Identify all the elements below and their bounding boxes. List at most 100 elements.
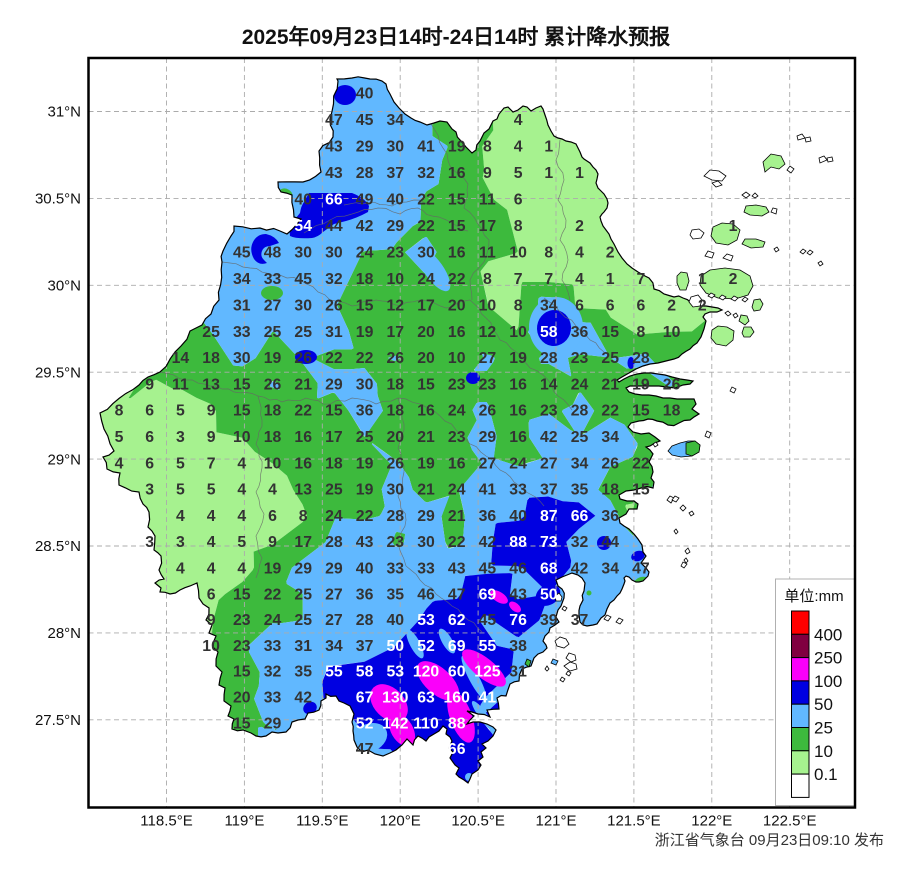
svg-text:26: 26 [479,403,497,420]
svg-text:15: 15 [233,403,251,420]
svg-text:34: 34 [601,561,619,578]
svg-text:30: 30 [356,376,374,393]
svg-text:27: 27 [479,455,497,472]
svg-text:17: 17 [417,298,435,315]
svg-text:67: 67 [356,690,374,707]
svg-text:8: 8 [637,324,646,341]
svg-text:46: 46 [509,561,527,578]
svg-text:22: 22 [294,403,312,420]
svg-text:50: 50 [540,586,558,603]
svg-text:4: 4 [575,245,584,262]
svg-text:25: 25 [202,324,220,341]
svg-text:13: 13 [294,482,312,499]
svg-text:13: 13 [202,376,220,393]
svg-text:1: 1 [606,271,615,288]
svg-text:17: 17 [294,534,312,551]
svg-text:69: 69 [448,638,466,655]
svg-text:44: 44 [601,534,619,551]
svg-text:22: 22 [632,455,650,472]
svg-text:62: 62 [448,612,466,629]
svg-text:100: 100 [814,672,842,691]
svg-text:33: 33 [387,561,405,578]
svg-text:16: 16 [448,455,466,472]
svg-text:44: 44 [325,218,343,235]
svg-text:31: 31 [233,298,251,315]
svg-text:4: 4 [115,455,124,472]
svg-text:18: 18 [387,403,405,420]
svg-text:9: 9 [207,403,216,420]
svg-text:18: 18 [387,376,405,393]
svg-text:3: 3 [145,482,154,499]
svg-text:22: 22 [356,508,374,525]
svg-text:23: 23 [387,245,405,262]
svg-text:28: 28 [571,403,589,420]
svg-text:11: 11 [479,192,496,209]
svg-text:35: 35 [387,586,405,603]
svg-text:27.5°N: 27.5°N [35,712,81,729]
svg-text:24: 24 [509,455,527,472]
svg-text:5: 5 [207,482,216,499]
svg-text:12: 12 [479,324,497,341]
svg-text:23: 23 [571,350,589,367]
svg-text:26: 26 [264,376,282,393]
svg-text:40: 40 [387,192,405,209]
svg-text:6: 6 [145,455,154,472]
svg-text:39: 39 [540,612,558,629]
svg-text:9: 9 [483,165,492,182]
svg-text:6: 6 [514,192,523,209]
svg-text:28: 28 [632,350,650,367]
svg-text:28°N: 28°N [47,625,81,642]
svg-text:42: 42 [294,690,312,707]
svg-text:16: 16 [509,429,527,446]
svg-text:18: 18 [356,271,374,288]
svg-text:55: 55 [325,664,343,681]
svg-text:118.5°E: 118.5°E [140,813,192,830]
svg-text:29: 29 [325,376,343,393]
svg-text:28.5°N: 28.5°N [35,538,81,555]
svg-text:19: 19 [509,350,527,367]
svg-text:120.5°E: 120.5°E [451,813,505,830]
svg-text:15: 15 [233,376,251,393]
svg-text:5: 5 [176,455,185,472]
svg-text:47: 47 [356,741,374,758]
svg-text:8: 8 [483,139,492,156]
svg-text:19: 19 [356,324,374,341]
svg-text:25: 25 [294,612,312,629]
svg-text:37: 37 [540,482,558,499]
svg-text:15: 15 [325,403,343,420]
svg-text:26: 26 [387,455,405,472]
svg-text:9: 9 [145,376,154,393]
svg-text:2: 2 [729,271,738,288]
svg-text:4: 4 [207,561,216,578]
svg-text:16: 16 [448,165,466,182]
svg-text:31: 31 [509,664,527,681]
svg-text:11: 11 [172,376,189,393]
svg-text:2: 2 [575,218,584,235]
svg-text:48: 48 [264,245,282,262]
svg-text:73: 73 [540,534,558,551]
svg-text:23: 23 [448,429,466,446]
svg-text:10: 10 [814,742,833,761]
svg-text:16: 16 [509,403,527,420]
svg-text:15: 15 [417,376,435,393]
svg-text:10: 10 [264,455,282,472]
svg-text:52: 52 [356,715,374,732]
svg-text:37: 37 [356,638,374,655]
svg-text:50: 50 [387,638,405,655]
svg-text:19: 19 [264,350,282,367]
svg-text:120°E: 120°E [380,813,421,830]
svg-text:4: 4 [237,482,246,499]
svg-text:29: 29 [387,218,405,235]
svg-text:10: 10 [479,298,497,315]
svg-text:15: 15 [233,586,251,603]
svg-text:54: 54 [294,218,312,235]
svg-text:33: 33 [264,690,282,707]
svg-text:122°E: 122°E [691,813,732,830]
svg-text:25: 25 [264,324,282,341]
svg-text:32: 32 [325,271,343,288]
svg-text:7: 7 [514,271,523,288]
svg-text:22: 22 [356,350,374,367]
svg-text:29: 29 [356,139,374,156]
svg-text:0.1: 0.1 [814,765,838,784]
svg-text:15: 15 [632,403,650,420]
